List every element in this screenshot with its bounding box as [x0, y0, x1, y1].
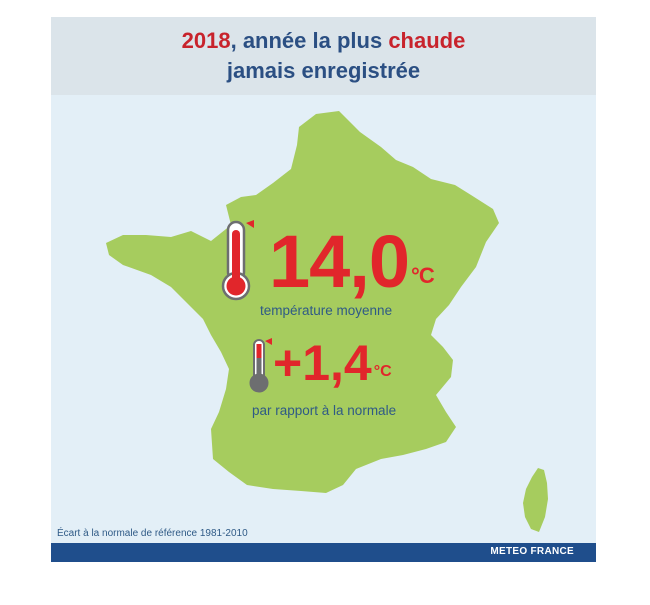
mean-temperature-unit: °C — [411, 263, 435, 288]
corsica-shape — [523, 468, 548, 532]
footer-bar: METEO FRANCE — [51, 543, 596, 562]
temperature-anomaly-label: par rapport à la normale — [252, 403, 397, 418]
temperature-anomaly-number: +1,4 — [273, 335, 372, 391]
france-map — [106, 111, 548, 532]
page-title-line2: jamais enregistrée — [226, 58, 421, 83]
thermometer-icon — [249, 338, 272, 393]
title-mid: , année la plus — [230, 28, 389, 53]
title-banner: 2018, année la plus chaude jamais enregi… — [51, 17, 596, 95]
mean-temperature-number: 14,0 — [269, 220, 410, 303]
temperature-anomaly-unit: °C — [373, 363, 392, 380]
thermometer-icon — [221, 220, 254, 301]
mean-temperature-label: température moyenne — [260, 303, 393, 318]
mean-temperature-value: 14,0°C — [269, 225, 435, 317]
infographic-card: 2018, année la plus chaude jamais enregi… — [51, 17, 596, 562]
title-hot-word: chaude — [388, 28, 466, 53]
mainland-france-shape — [106, 111, 499, 493]
page-title-line1: 2018, année la plus chaude — [51, 17, 596, 56]
brand-label: METEO FRANCE — [490, 546, 574, 557]
reference-footnote: Écart à la normale de référence 1981-201… — [57, 528, 248, 539]
temperature-anomaly-value: +1,4 °C — [273, 338, 392, 401]
title-year: 2018 — [181, 28, 231, 53]
